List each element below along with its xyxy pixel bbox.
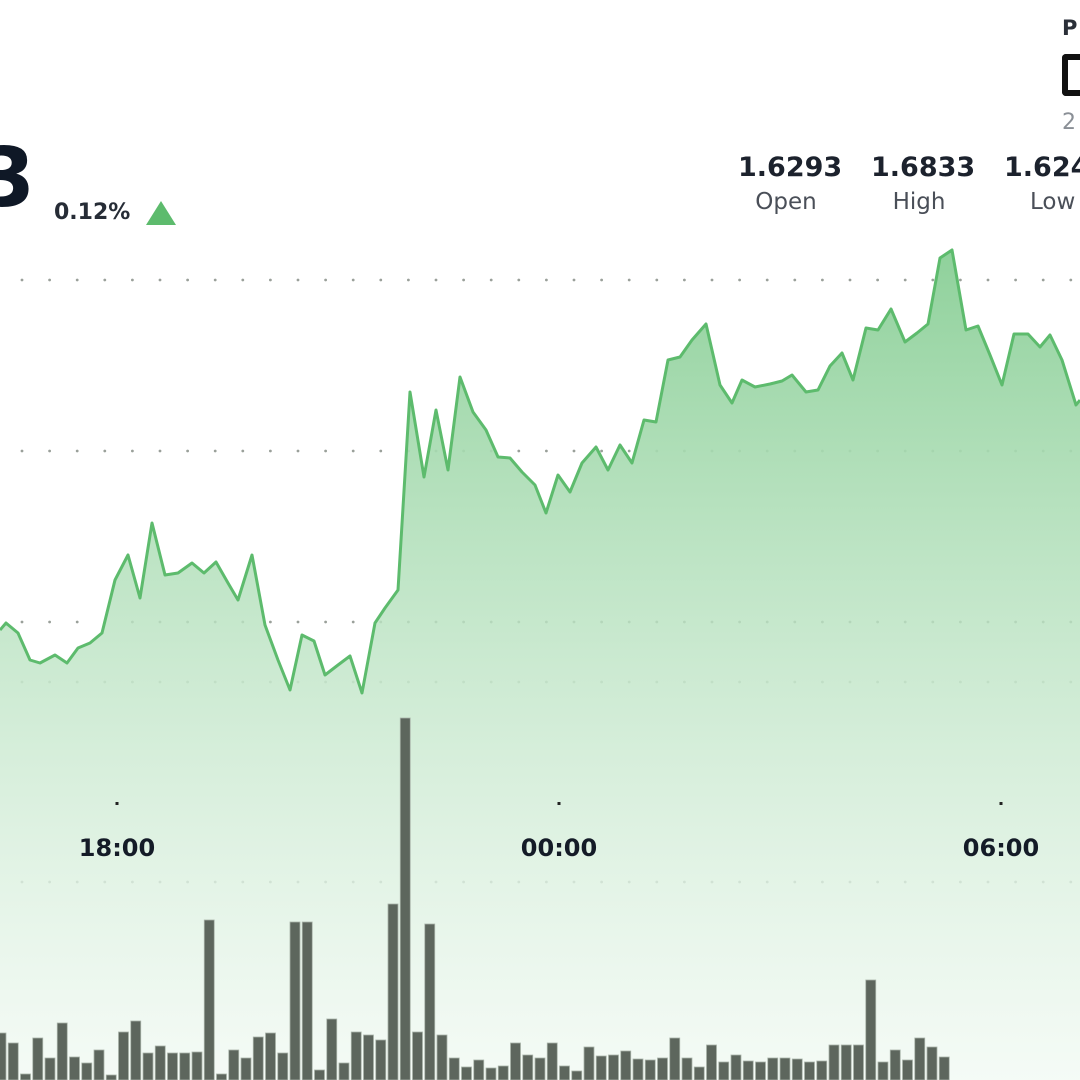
stat-high: 1.6833 High [871,152,976,215]
corner-value: 2 [1062,110,1076,135]
corner-info: P 2 [1062,16,1080,135]
stat-low-label: Low [1030,189,1076,215]
stat-high-label: High [892,189,946,215]
stat-low: 1.624 Low [1004,154,1080,214]
stat-high-value: 1.6833 [871,152,976,183]
stat-open-value: 1.6293 [738,152,843,183]
price-line [0,248,1080,695]
price-change: 0.12% [54,200,177,225]
x-label-1800: 18:00 [78,834,156,862]
stat-low-value: 1.624 [1004,152,1080,183]
triangle-up-icon [146,200,177,225]
price-area [0,250,1080,1080]
x-axis-ticks [115,802,1003,805]
x-label-0600: 06:00 [962,834,1040,862]
exchange-logo-icon [1062,54,1080,96]
current-price: 3 [0,131,35,226]
volume-bars [0,717,950,1080]
corner-label: P [1062,16,1078,40]
change-percent: 0.12% [54,200,131,225]
x-label-0000: 00:00 [520,834,598,862]
stat-open-label: Open [755,189,817,215]
stat-open: 1.6293 Open [738,152,843,215]
